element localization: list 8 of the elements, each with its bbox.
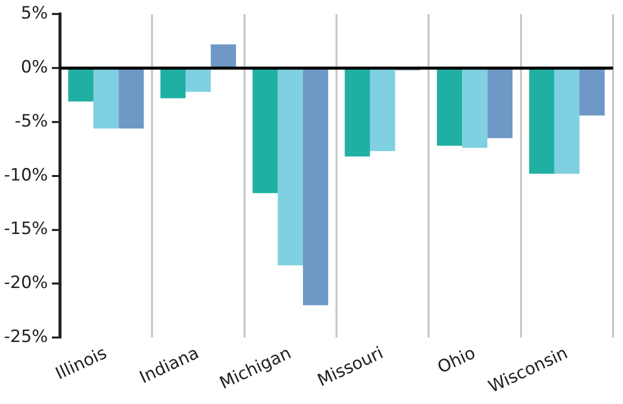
y-tick-label: -20% (4, 273, 48, 294)
y-tick-label: 0% (20, 58, 48, 78)
y-tick-label: -5% (14, 111, 48, 132)
y-tick-label: -10% (4, 165, 48, 186)
y-tick-label: 5% (20, 4, 48, 24)
y-tick-label: -15% (4, 219, 48, 240)
x-tick-label: Ohio (434, 343, 479, 378)
y-tick-label: -25% (4, 327, 48, 348)
